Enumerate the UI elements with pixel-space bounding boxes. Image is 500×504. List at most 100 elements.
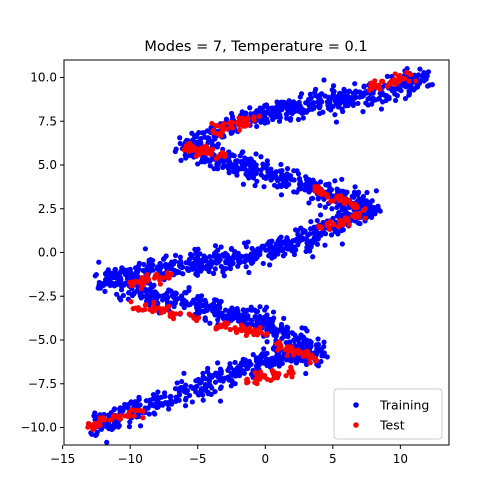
test-point <box>111 413 117 419</box>
training-point <box>306 96 312 102</box>
training-point <box>175 295 181 302</box>
test-point <box>276 339 282 345</box>
training-point <box>193 271 199 277</box>
training-point <box>384 73 390 79</box>
test-point <box>166 303 172 309</box>
training-point <box>226 149 232 155</box>
test-point <box>380 78 386 85</box>
training-point <box>413 74 419 80</box>
training-point <box>303 370 309 377</box>
training-point <box>353 94 359 101</box>
training-point <box>109 273 115 279</box>
chart-title: Modes = 7, Temperature = 0.1 <box>144 39 367 55</box>
training-point <box>306 107 312 113</box>
training-point <box>423 76 429 82</box>
training-point <box>300 115 306 121</box>
training-point <box>229 255 235 261</box>
training-point <box>247 105 253 111</box>
training-point <box>347 97 353 103</box>
training-point <box>249 159 256 166</box>
training-point <box>350 102 356 109</box>
training-point <box>273 108 279 114</box>
training-point <box>166 406 172 412</box>
training-point <box>254 166 260 172</box>
training-point <box>311 239 318 245</box>
test-point <box>388 79 394 86</box>
test-point <box>225 320 231 326</box>
test-point <box>133 407 139 413</box>
training-point <box>198 293 205 299</box>
training-point <box>313 86 319 92</box>
training-point <box>380 99 386 105</box>
training-point <box>168 288 174 294</box>
test-point <box>107 417 113 423</box>
test-point <box>236 115 242 121</box>
test-point <box>282 347 288 353</box>
training-point <box>255 247 261 254</box>
training-point <box>197 301 204 307</box>
test-point <box>245 329 251 336</box>
training-point <box>276 363 282 369</box>
training-point <box>394 92 400 99</box>
training-point <box>184 265 190 271</box>
training-point <box>417 66 423 72</box>
training-point <box>102 288 108 294</box>
training-point <box>325 99 331 105</box>
training-point <box>284 324 290 330</box>
training-point <box>260 116 266 122</box>
test-point <box>165 273 172 279</box>
training-point <box>306 200 312 206</box>
test-point <box>140 415 146 421</box>
training-point <box>193 378 199 384</box>
x-tick-label: 0 <box>261 452 269 466</box>
y-tick-label: 5.0 <box>38 158 57 172</box>
training-point <box>304 177 310 183</box>
training-point <box>212 379 219 385</box>
training-point <box>241 166 247 172</box>
y-tick-label: 2.5 <box>38 202 57 216</box>
training-point <box>266 253 272 259</box>
test-point <box>286 369 292 375</box>
test-point <box>338 193 344 199</box>
training-point <box>321 230 327 236</box>
training-point <box>194 383 200 390</box>
test-point <box>100 415 107 421</box>
test-point <box>223 324 229 330</box>
training-point <box>136 260 142 266</box>
training-point <box>137 423 144 429</box>
training-point <box>217 398 224 404</box>
test-point <box>397 77 404 83</box>
test-point <box>229 125 236 131</box>
training-point <box>293 237 299 243</box>
training-point <box>195 392 202 398</box>
training-point <box>204 382 211 388</box>
training-point <box>234 306 240 312</box>
y-tick-label: 10.0 <box>30 71 57 85</box>
test-point <box>245 379 251 385</box>
training-point <box>306 244 312 250</box>
training-point <box>181 370 187 376</box>
training-point <box>248 307 255 313</box>
training-point <box>313 93 319 99</box>
training-point <box>169 293 175 299</box>
training-point <box>339 96 346 102</box>
test-point <box>316 223 322 229</box>
training-point <box>277 358 283 364</box>
training-point <box>328 232 335 238</box>
training-point <box>311 100 317 106</box>
training-point <box>291 168 297 174</box>
test-point <box>138 285 144 292</box>
training-point <box>301 107 307 113</box>
test-point <box>288 364 294 370</box>
training-point <box>182 397 189 403</box>
training-point <box>256 320 262 326</box>
training-point <box>172 252 179 258</box>
y-axis: −10.0 −7.5 −5.0 −2.5 0.0 2.5 5.0 7.5 10.0 <box>20 71 64 435</box>
x-tick-label: −10 <box>118 452 143 466</box>
test-point <box>372 82 379 88</box>
test-point <box>255 376 261 382</box>
training-point <box>280 328 286 334</box>
training-point <box>242 155 248 161</box>
training-point <box>271 254 277 260</box>
